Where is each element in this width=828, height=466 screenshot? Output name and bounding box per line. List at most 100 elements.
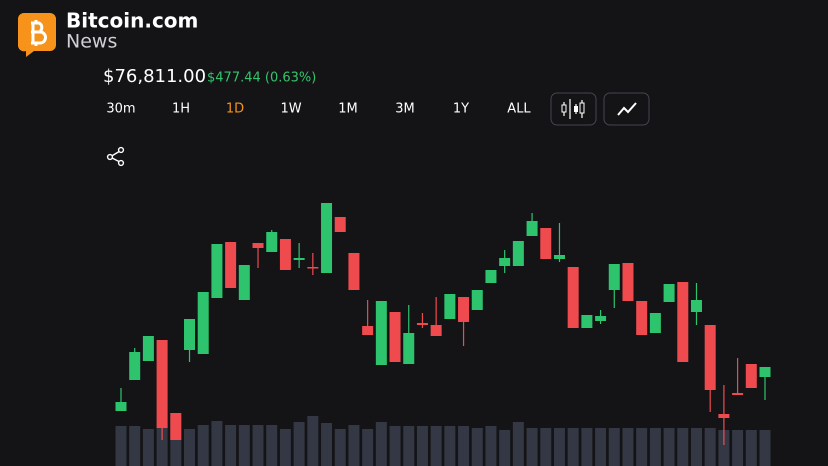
candle-body <box>142 336 154 361</box>
logo <box>17 13 56 57</box>
volume-bar <box>759 430 771 466</box>
candle-body <box>567 267 579 328</box>
logo-badge <box>17 13 56 57</box>
candle-body <box>321 203 333 273</box>
candle-body <box>581 315 593 328</box>
timeframe-tab[interactable]: 1D <box>226 102 244 117</box>
brand-sub: News <box>66 31 117 53</box>
timeframe-tab[interactable]: 1H <box>172 102 190 117</box>
volume-bar <box>649 428 661 466</box>
candle-body <box>732 393 744 395</box>
volume-bar <box>718 430 730 466</box>
volume-bar <box>553 428 565 466</box>
volume-bar <box>732 430 744 466</box>
line-button[interactable] <box>603 92 650 126</box>
volume-bar <box>184 429 196 466</box>
volume-bar <box>512 422 524 466</box>
candle-body <box>238 265 250 300</box>
button-frame[interactable] <box>603 92 650 126</box>
volume-bar <box>321 423 333 466</box>
volume-bar <box>622 428 634 466</box>
volume-bar <box>334 429 346 466</box>
volume-bar <box>663 428 675 466</box>
candle-body <box>704 325 716 390</box>
volume-bar <box>430 426 442 466</box>
volume-bar <box>403 426 415 466</box>
volume-bar <box>375 422 387 466</box>
candle-body <box>526 221 538 236</box>
volume-bar <box>307 416 319 466</box>
candle-body <box>430 325 442 336</box>
candle-body <box>512 241 524 266</box>
candle-body <box>170 413 182 440</box>
timeframe-tab[interactable]: 1Y <box>453 102 469 117</box>
candle-body <box>458 297 470 322</box>
candle-body <box>389 312 401 362</box>
brand: Bitcoin.com <box>66 9 198 33</box>
candle-body <box>156 340 168 428</box>
candle-body <box>307 267 319 269</box>
volume-bar <box>115 426 127 466</box>
volume-bar <box>444 426 456 466</box>
candle-body <box>485 270 497 283</box>
volume-bar <box>526 428 538 466</box>
candle-body <box>403 333 415 364</box>
candle-body <box>375 301 387 365</box>
volume-bar <box>636 428 648 466</box>
volume-bar <box>293 422 305 466</box>
share-icon <box>117 146 125 154</box>
button-frame[interactable] <box>550 92 597 126</box>
candle-body <box>444 294 456 319</box>
candle-body <box>690 300 702 312</box>
candle-body <box>622 263 634 301</box>
candle-body <box>595 316 607 321</box>
candle-body <box>225 242 237 288</box>
price: $76,811.00 <box>103 66 206 87</box>
candle-body <box>197 292 209 354</box>
candle-icon <box>561 104 567 113</box>
candle-body <box>279 239 291 270</box>
timeframe-tab[interactable]: ALL <box>507 102 531 117</box>
volume-bar <box>170 416 182 466</box>
candle-body <box>471 290 483 310</box>
volume-bar <box>142 429 154 466</box>
share-button[interactable] <box>106 146 125 167</box>
candle-body <box>745 364 757 388</box>
candle-icon <box>574 106 578 112</box>
timeframe-tab[interactable]: 1W <box>280 102 301 117</box>
candle-body <box>540 228 552 259</box>
candle-body <box>129 352 141 380</box>
volume-bar <box>389 426 401 466</box>
volume-bar <box>540 428 552 466</box>
candle-body <box>211 244 223 298</box>
candle-body <box>362 326 374 335</box>
timeframe-tab[interactable]: 1M <box>338 102 358 117</box>
volume-bar <box>238 425 250 466</box>
candle-button[interactable] <box>550 92 597 126</box>
candle-body <box>293 258 305 260</box>
candle-body <box>115 402 127 411</box>
volume-bar <box>416 426 428 466</box>
volume-bar <box>279 429 291 466</box>
candle-body <box>499 258 511 266</box>
candle-body <box>759 367 771 377</box>
volume-bar <box>266 425 278 466</box>
volume-bar <box>704 428 716 466</box>
candle-body <box>266 232 278 252</box>
candle-icon <box>579 102 585 114</box>
timeframe-tab[interactable]: 30m <box>106 102 135 117</box>
volume-bar <box>567 428 579 466</box>
volume-bar <box>348 425 360 466</box>
candle-body <box>677 282 689 362</box>
volume-bar <box>677 428 689 466</box>
volume-bar <box>252 425 264 466</box>
timeframe-tab[interactable]: 3M <box>395 102 415 117</box>
candle-body <box>649 313 661 333</box>
volume-bar <box>362 429 374 466</box>
share-icon <box>106 153 114 161</box>
volume-bar <box>499 430 511 466</box>
candle-body <box>416 323 428 325</box>
